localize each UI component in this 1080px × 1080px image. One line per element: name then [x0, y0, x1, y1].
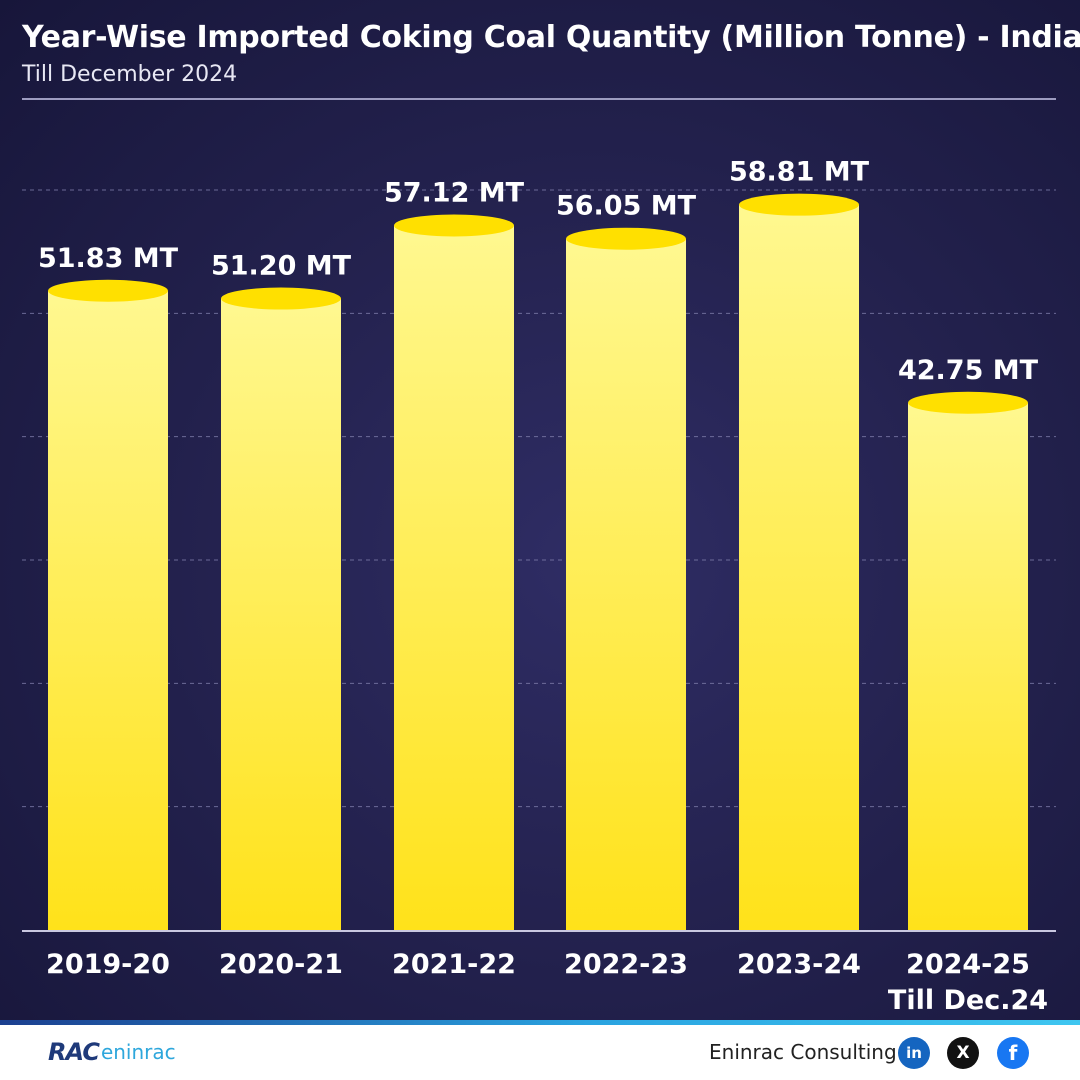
data-label: 42.75 MT: [898, 355, 1039, 386]
footer-accent-bar: [0, 1020, 1080, 1025]
chart-title: Year-Wise Imported Coking Coal Quantity …: [22, 20, 1080, 55]
x-tick-label: 2021-22: [392, 949, 516, 980]
x-tick-label: 2019-20: [46, 949, 170, 980]
x-tick-sublabel: Till Dec.24: [888, 985, 1048, 1016]
data-label: 56.05 MT: [556, 191, 697, 222]
bar: [221, 298, 341, 930]
logo-wordmark: eninrac: [100, 1040, 176, 1064]
eninrac-logo[interactable]: RAC eninrac: [48, 1037, 176, 1067]
x-tick-label: 2022-23: [564, 949, 688, 980]
footer: RAC eninrac Eninrac Consulting in X f: [0, 1025, 1080, 1080]
bar: [394, 225, 514, 930]
bar-cap: [908, 391, 1028, 414]
bar: [566, 238, 686, 930]
x-tick-label: 2023-24: [737, 949, 861, 980]
chart-panel: Year-Wise Imported Coking Coal Quantity …: [0, 0, 1080, 1020]
bar-cap: [48, 279, 168, 302]
title-divider: [22, 98, 1056, 100]
bar-cap: [221, 287, 341, 310]
x-tick-label: 2020-21: [219, 949, 343, 980]
facebook-icon[interactable]: f: [997, 1037, 1029, 1069]
bar-cap: [566, 227, 686, 250]
bar: [908, 402, 1028, 930]
bar: [739, 204, 859, 931]
x-icon[interactable]: X: [947, 1037, 979, 1069]
bar: [48, 290, 168, 931]
data-label: 51.20 MT: [211, 251, 352, 282]
bar-chart: 51.83 MT 2019-20 51.20 MT 2020-21 57.12 MT 20…: [22, 157, 1056, 1016]
logo-mark: RAC: [48, 1038, 100, 1066]
data-label: 58.81 MT: [729, 157, 870, 188]
chart-subtitle: Till December 2024: [22, 62, 238, 87]
brand-name: Eninrac Consulting: [709, 1040, 897, 1064]
x-tick-label: 2024-25: [906, 949, 1030, 980]
data-label: 57.12 MT: [384, 178, 525, 209]
data-label: 51.83 MT: [38, 243, 179, 274]
bar-cap: [394, 214, 514, 237]
linkedin-icon[interactable]: in: [898, 1037, 930, 1069]
bar-cap: [739, 193, 859, 216]
